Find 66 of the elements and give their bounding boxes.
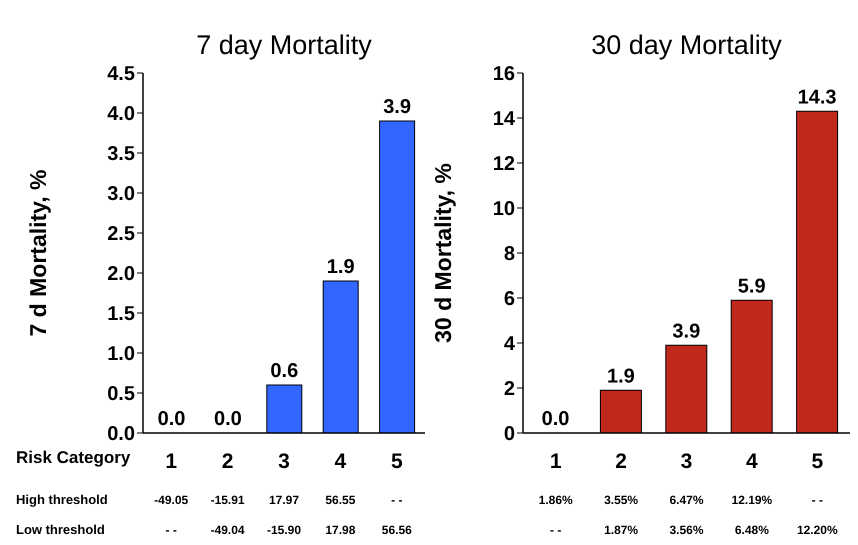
- data-label: 0.0: [158, 408, 186, 430]
- y-tick-label: 1.0: [107, 343, 135, 366]
- text: 1.86%: [538, 493, 574, 507]
- data-label: 3.9: [672, 320, 700, 342]
- x-tick-label: 3: [278, 450, 290, 473]
- y-tick-label: 4.5: [107, 63, 135, 86]
- text: - -: [164, 523, 178, 537]
- x-tick-label: 2: [222, 450, 234, 473]
- x-tick-label: 3: [680, 450, 692, 473]
- x-tick-label: 1: [550, 450, 562, 473]
- y-axis-title: 7 d Mortality, %: [25, 170, 52, 336]
- text: - -: [549, 523, 562, 537]
- y-tick-label: 14: [492, 108, 516, 130]
- text: - -: [810, 493, 824, 507]
- x-tick-label: 4: [746, 450, 758, 473]
- y-tick-label: 2: [504, 378, 515, 400]
- x-tick-label: 5: [811, 450, 824, 473]
- x-tick-label: 2: [615, 450, 627, 473]
- y-tick-label: 0: [504, 423, 515, 446]
- y-tick-label: 16: [492, 63, 515, 86]
- y-axis-title: 30 d Mortality, %: [430, 163, 456, 343]
- text: -15.90: [266, 523, 302, 537]
- text: - -: [390, 493, 404, 507]
- text: 12.19%: [730, 493, 774, 507]
- text: 6.48%: [734, 523, 770, 537]
- chart-title: 7 day Mortality: [195, 30, 373, 61]
- x-tick-label: 4: [334, 450, 347, 473]
- data-label: 0.0: [542, 408, 570, 430]
- chart-title: 30 day Mortality: [590, 30, 783, 61]
- y-tick-label: 0.0: [107, 423, 135, 446]
- data-label: 3.9: [383, 96, 412, 118]
- text: 3.56%: [668, 523, 705, 537]
- text: 56.55: [324, 493, 356, 507]
- y-tick-label: 2.0: [107, 263, 135, 286]
- y-tick-label: 6: [504, 288, 515, 310]
- text: -49.04: [210, 523, 246, 537]
- data-label: 1.9: [326, 256, 355, 278]
- y-tick-label: 4: [504, 333, 516, 356]
- text: 17.97: [268, 493, 300, 507]
- text: 1.87%: [603, 523, 640, 537]
- y-tick-label: 4.0: [107, 103, 135, 126]
- text: 12.20%: [796, 523, 839, 537]
- data-label: 1.9: [606, 365, 635, 388]
- data-label: 0.6: [270, 360, 298, 382]
- y-tick-label: 3.5: [107, 143, 135, 166]
- y-tick-label: 12: [492, 153, 515, 176]
- data-label: 14.3: [798, 86, 837, 108]
- text: 3.55%: [603, 493, 640, 507]
- x-tick-label: 5: [390, 450, 403, 473]
- y-tick-label: 1.5: [107, 303, 135, 326]
- text: 17.98: [324, 523, 356, 537]
- y-tick-label: 3.0: [107, 183, 135, 206]
- data-label: 5.9: [738, 275, 766, 298]
- text: High threshold: [16, 492, 108, 507]
- text: -49.05: [153, 493, 190, 507]
- text: -15.91: [210, 493, 246, 507]
- x-axis-title: Risk Category: [16, 448, 130, 468]
- text: 56.56: [380, 523, 413, 537]
- y-tick-label: 2.5: [107, 223, 135, 246]
- x-tick-label: 1: [165, 450, 178, 473]
- y-tick-label: 10: [492, 198, 515, 220]
- data-label: 0.0: [214, 408, 242, 430]
- y-tick-label: 8: [504, 243, 515, 266]
- y-tick-label: 0.5: [107, 383, 135, 406]
- text: Low threshold: [16, 522, 105, 537]
- text: 6.47%: [668, 493, 705, 507]
